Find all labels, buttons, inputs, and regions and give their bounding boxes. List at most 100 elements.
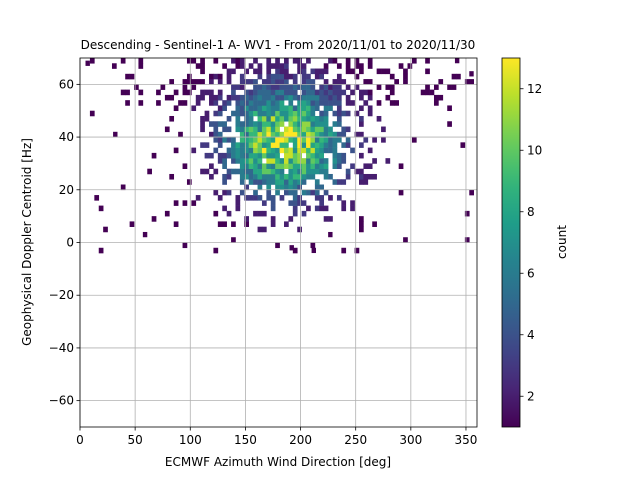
heatmap-cell — [297, 184, 302, 191]
y-tick-label: −60 — [49, 394, 74, 408]
heatmap-cell — [288, 163, 294, 169]
heatmap-cell — [292, 105, 298, 112]
x-tick-label: 100 — [179, 433, 202, 447]
heatmap-cell — [270, 100, 276, 106]
heatmap-cell — [341, 205, 347, 212]
heatmap-cell — [257, 110, 263, 117]
heatmap-cell — [367, 89, 373, 96]
heatmap-cell — [314, 168, 320, 175]
heatmap-cell — [284, 110, 289, 117]
heatmap-cell — [301, 173, 307, 180]
heatmap-cell — [314, 100, 320, 106]
heatmap-cell — [336, 110, 342, 117]
heatmap-cell — [376, 68, 382, 75]
heatmap-cell — [332, 142, 338, 148]
heatmap-cell — [350, 89, 355, 96]
heatmap-cell — [433, 84, 439, 90]
heatmap-cell — [213, 247, 219, 254]
heatmap-cell — [381, 126, 386, 133]
heatmap-cell — [204, 89, 210, 96]
x-axis-ticks: 0 50 100 150 200 250 300 350 — [76, 427, 477, 447]
heatmap-cell — [248, 152, 254, 159]
heatmap-cell — [456, 73, 461, 80]
heatmap-cell — [253, 110, 258, 117]
heatmap-cell — [323, 110, 329, 117]
heatmap-cell — [248, 121, 254, 127]
heatmap-cell — [279, 73, 285, 80]
heatmap-cell — [120, 58, 126, 64]
heatmap-cell — [367, 79, 373, 85]
heatmap-cell — [292, 89, 298, 96]
heatmap-cell — [261, 168, 267, 175]
heatmap-cell — [209, 131, 214, 138]
heatmap-cell — [328, 173, 333, 180]
heatmap-cell — [284, 79, 289, 85]
heatmap-cell — [275, 63, 280, 69]
colorbar-tick-label: 6 — [527, 266, 535, 280]
heatmap-cell — [261, 115, 267, 122]
heatmap-cell — [341, 110, 347, 117]
heatmap-cell — [301, 94, 307, 101]
heatmap-cell — [297, 226, 302, 233]
heatmap-cell — [292, 152, 298, 159]
heatmap-cell — [328, 94, 333, 101]
heatmap-cell — [261, 152, 267, 159]
heatmap-cell — [319, 110, 325, 117]
heatmap-cell — [248, 100, 254, 106]
heatmap-cell — [257, 163, 263, 169]
heatmap-cell — [314, 126, 320, 133]
heatmap-cell — [222, 163, 227, 169]
heatmap-cell — [257, 137, 263, 143]
heatmap-cell — [217, 89, 223, 96]
heatmap-cell — [248, 147, 254, 154]
heatmap-cell — [209, 163, 214, 169]
heatmap-cell — [270, 147, 276, 154]
heatmap-cell — [244, 152, 250, 159]
heatmap-cell — [98, 247, 104, 254]
heatmap-cell — [275, 110, 280, 117]
heatmap-cell — [363, 100, 369, 106]
heatmap-cell — [261, 131, 267, 138]
heatmap-cell — [359, 226, 364, 233]
heatmap-cell — [398, 189, 404, 196]
heatmap-cell — [336, 121, 342, 127]
heatmap-cell — [253, 94, 258, 101]
heatmap-cell — [345, 94, 351, 101]
heatmap-cell — [328, 89, 333, 96]
heatmap-cell — [306, 168, 311, 175]
heatmap-cell — [261, 89, 267, 96]
heatmap-cell — [235, 121, 241, 127]
heatmap-cell — [297, 121, 302, 127]
heatmap-cell — [336, 63, 342, 69]
heatmap-cell — [173, 221, 179, 227]
heatmap-cell — [469, 79, 474, 85]
heatmap-cell — [89, 58, 95, 64]
heatmap-cell — [332, 79, 338, 85]
heatmap-cell — [310, 137, 316, 143]
heatmap-cell — [169, 115, 175, 122]
heatmap-cell — [306, 131, 311, 138]
heatmap-cell — [226, 79, 232, 85]
heatmap-cell — [336, 179, 342, 185]
heatmap-cell — [261, 84, 267, 90]
heatmap-cell — [319, 147, 325, 154]
heatmap-cell — [156, 100, 161, 106]
heatmap-cell — [279, 105, 285, 112]
heatmap-cell — [270, 131, 276, 138]
heatmap-cell — [195, 94, 201, 101]
heatmap-cell — [328, 216, 333, 222]
heatmap-cell — [134, 84, 139, 90]
heatmap-cell — [257, 152, 263, 159]
heatmap-cell — [279, 142, 285, 148]
heatmap-cell — [244, 121, 250, 127]
heatmap-cell — [231, 142, 236, 148]
heatmap-cell — [270, 89, 276, 96]
heatmap-cell — [376, 84, 382, 90]
heatmap-cell — [257, 226, 263, 233]
y-tick-label: 0 — [66, 236, 74, 250]
heatmap-cell — [125, 73, 130, 80]
heatmap-cell — [248, 110, 254, 117]
heatmap-cell — [341, 179, 347, 185]
heatmap-cell — [425, 89, 430, 96]
heatmap-cell — [301, 63, 307, 69]
